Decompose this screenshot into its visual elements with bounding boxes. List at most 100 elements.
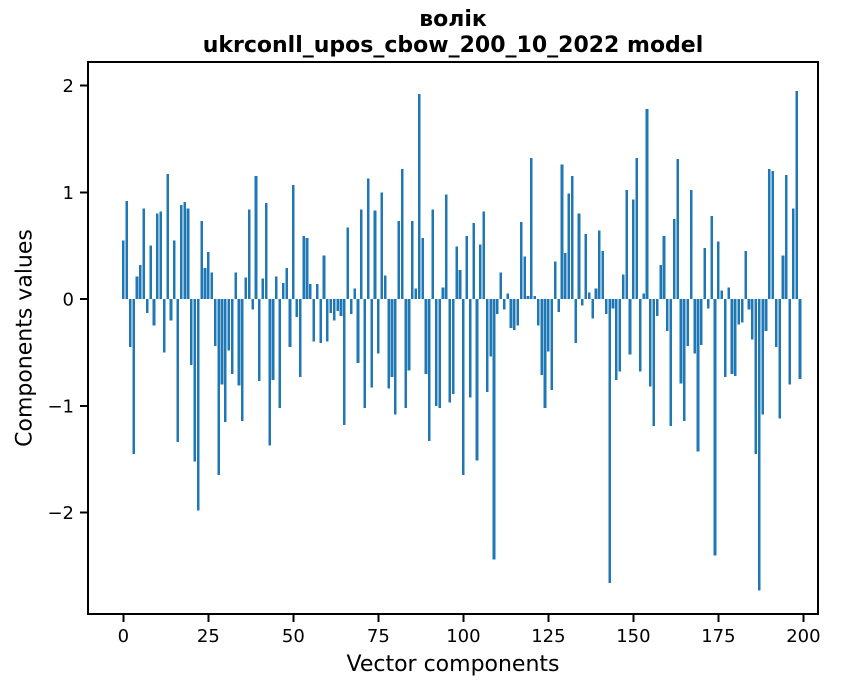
- bar: [145, 299, 149, 313]
- x-axis-label: Vector components: [346, 652, 560, 677]
- bar: [281, 283, 285, 300]
- bar: [700, 299, 703, 345]
- x-tick-label: 50: [282, 626, 305, 647]
- chart-title: волік: [419, 7, 487, 32]
- bar: [791, 208, 795, 300]
- bar: [275, 276, 278, 300]
- bar: [744, 250, 747, 300]
- bar: [649, 299, 652, 387]
- x-tick-label: 175: [701, 626, 735, 647]
- bar: [757, 299, 761, 591]
- bar: [132, 299, 135, 454]
- bar: [666, 299, 669, 332]
- bar: [713, 299, 717, 556]
- bar: [496, 299, 499, 314]
- bar: [298, 299, 302, 377]
- y-tick-label: 1: [63, 183, 74, 204]
- y-tick-label: 0: [63, 290, 74, 311]
- bar: [241, 299, 244, 421]
- y-tick-label: 2: [63, 76, 74, 97]
- bar: [781, 255, 785, 300]
- bar: [516, 299, 520, 326]
- bar: [400, 168, 404, 300]
- bar: [550, 299, 554, 390]
- bar: [689, 190, 693, 300]
- bar: [795, 90, 798, 300]
- bar: [292, 184, 295, 300]
- bar: [523, 256, 526, 300]
- bar: [139, 264, 142, 300]
- bar: [764, 299, 768, 332]
- bar: [720, 290, 724, 300]
- bar: [604, 299, 608, 314]
- bar: [798, 299, 802, 380]
- bar: [734, 299, 737, 376]
- bar: [771, 170, 775, 300]
- bar: [336, 299, 339, 311]
- bar: [601, 250, 605, 300]
- title-block: волік ukrconll_upos_cbow_200_10_2022 mod…: [88, 7, 818, 59]
- bar: [407, 299, 411, 371]
- bar: [557, 299, 560, 312]
- bar: [125, 200, 129, 300]
- bar: [302, 236, 305, 300]
- bar: [628, 299, 632, 355]
- bar: [472, 223, 475, 300]
- bar: [553, 261, 557, 300]
- bar: [774, 299, 778, 348]
- bar: [207, 252, 210, 300]
- bar: [683, 299, 686, 421]
- bar: [655, 299, 659, 317]
- bar: [598, 230, 601, 300]
- bar: [326, 299, 329, 342]
- bar: [159, 211, 163, 300]
- bar: [536, 299, 540, 326]
- bar: [278, 299, 282, 408]
- bar: [618, 299, 622, 372]
- bar: [581, 299, 584, 306]
- bar: [482, 211, 486, 300]
- bar: [213, 299, 217, 347]
- bar: [224, 299, 227, 422]
- bar: [533, 295, 537, 300]
- bar: [122, 240, 125, 300]
- bar: [567, 193, 571, 300]
- bar: [513, 299, 516, 330]
- bar: [234, 272, 237, 300]
- bar: [659, 264, 662, 300]
- y-tick-label: −1: [47, 396, 74, 417]
- bar: [397, 221, 401, 300]
- bar: [156, 213, 159, 300]
- bar: [254, 176, 258, 300]
- bar: [519, 222, 523, 300]
- bar: [485, 299, 489, 392]
- bar: [448, 299, 452, 403]
- bar: [672, 218, 676, 300]
- bar: [530, 158, 533, 300]
- bar: [587, 292, 591, 300]
- bar: [768, 168, 771, 300]
- bar: [329, 299, 333, 313]
- x-tick-label: 75: [367, 626, 390, 647]
- bar: [319, 299, 322, 343]
- bar: [387, 299, 390, 389]
- x-tick-label: 125: [531, 626, 565, 647]
- bar: [360, 209, 363, 300]
- bar: [322, 255, 326, 300]
- bar: [754, 299, 758, 454]
- bar: [611, 299, 615, 309]
- bar: [271, 299, 275, 381]
- bar: [730, 299, 734, 374]
- bar: [332, 299, 336, 321]
- bar: [183, 201, 186, 300]
- bar: [217, 299, 220, 476]
- bar: [788, 299, 792, 385]
- x-tick-label: 0: [118, 626, 129, 647]
- bar: [679, 299, 683, 384]
- bar: [584, 233, 588, 300]
- bar: [244, 277, 248, 300]
- bar: [502, 299, 506, 310]
- bar: [417, 94, 421, 300]
- y-tick-label: −2: [47, 503, 74, 524]
- bar: [492, 299, 496, 560]
